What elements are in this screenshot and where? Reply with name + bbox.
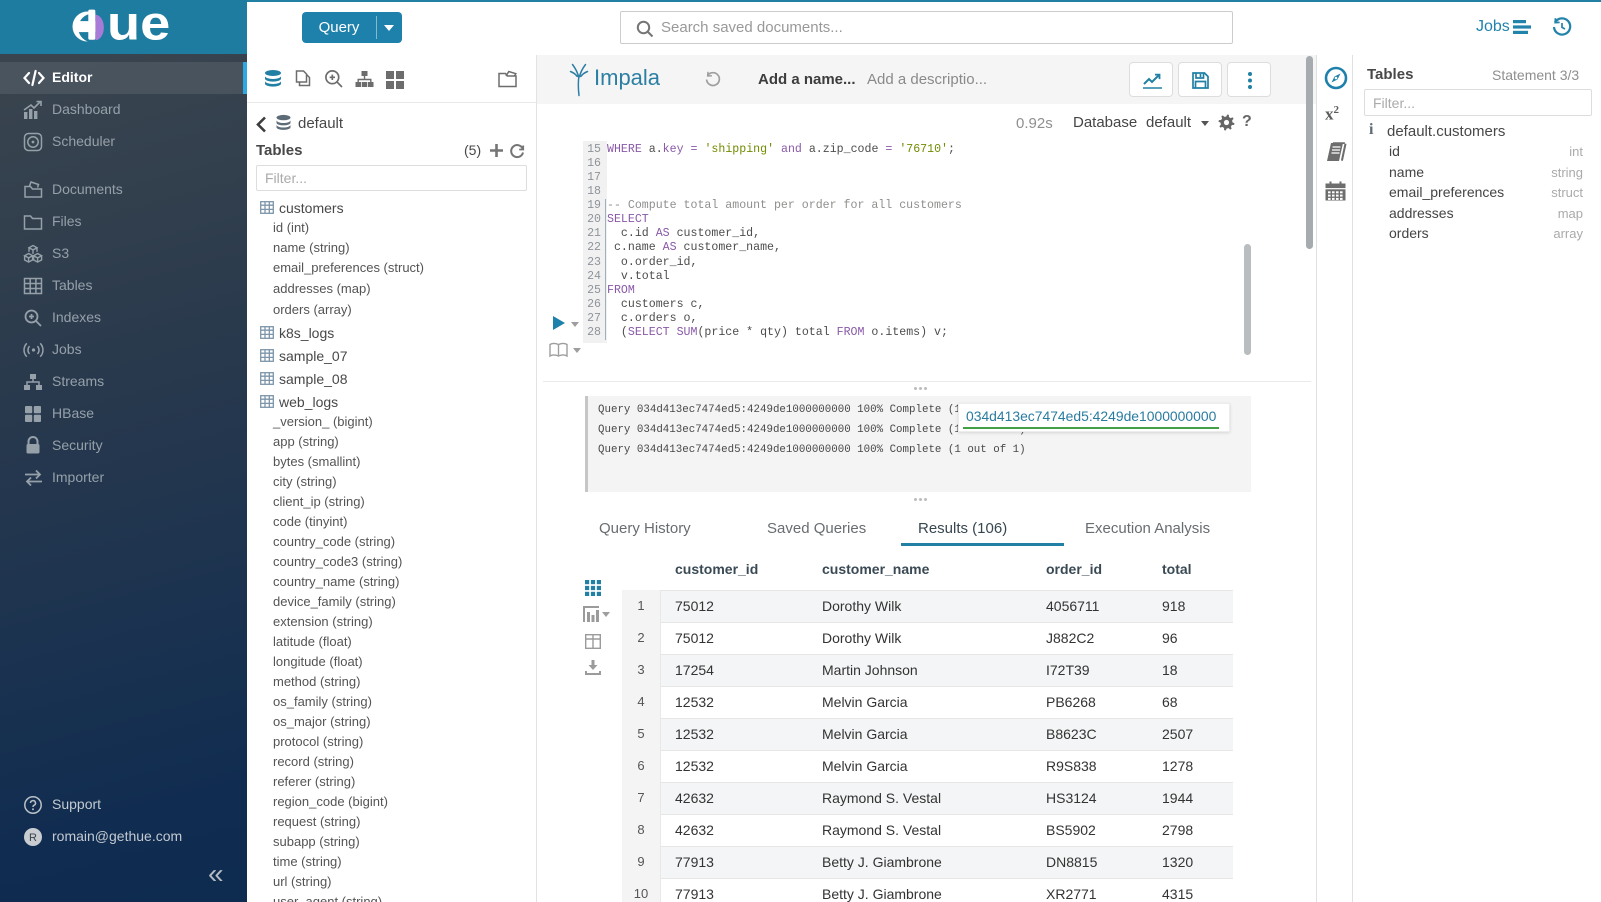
svg-text:ue: ue bbox=[107, 9, 170, 49]
svg-text:R: R bbox=[29, 832, 37, 844]
